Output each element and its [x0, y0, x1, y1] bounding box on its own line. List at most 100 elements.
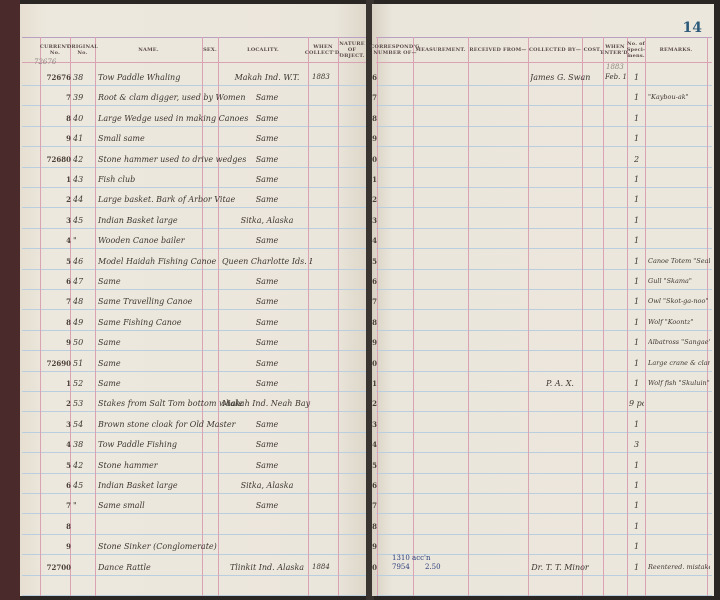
column-header-2: NAME. [138, 47, 159, 53]
ruled-line [22, 371, 366, 372]
locality: Same [255, 420, 279, 429]
ruled-line [22, 452, 366, 453]
ruled-line [376, 85, 712, 86]
column-header-5: WHEN COLLECT'D. [304, 44, 342, 56]
remarks: Albatross "Sangae" [648, 338, 710, 346]
ruled-line [22, 432, 366, 433]
specimen-count: 1 [633, 379, 640, 388]
row-digit: 1 [372, 379, 377, 388]
ruled-line [376, 554, 712, 555]
collected-by: P. A. X. [546, 379, 574, 388]
collected-by: James G. Swan [530, 73, 590, 82]
ruled-line [376, 248, 712, 249]
ruled-line [22, 248, 366, 249]
specimen-count: 1 [633, 216, 640, 225]
original-number: 52 [73, 379, 84, 388]
page-number: 14 [682, 20, 702, 36]
ruled-line [22, 473, 366, 474]
original-number: 53 [73, 399, 84, 408]
current-number: 1 [66, 379, 71, 388]
column-divider [308, 37, 309, 596]
specimen-name: Stone hammer used to drive wedges [98, 155, 247, 164]
column-header-9: RECEIVED FROM— [469, 47, 527, 53]
locality: Same [255, 155, 279, 164]
remarks: Reentered. mistake [648, 563, 710, 571]
column-header-4: LOCALITY. [247, 47, 279, 53]
row-digit: 2 [372, 399, 377, 408]
column-header-1: ORIGINAL No. [66, 44, 99, 56]
specimen-count: 1 [633, 338, 640, 347]
ruled-line [376, 513, 712, 514]
ruled-line [376, 228, 712, 229]
column-header-3: SEX. [203, 47, 217, 53]
ruled-line [22, 289, 366, 290]
column-divider [468, 37, 469, 596]
specimen-name: Model Haidah Fishing Canoe [98, 257, 217, 266]
row-digit: 6 [372, 277, 377, 286]
specimen-name: Same [98, 359, 121, 368]
original-number: 43 [73, 175, 84, 184]
column-divider [218, 37, 219, 596]
column-header-13: No. of Speci-mens. [626, 41, 646, 59]
locality: Same [255, 297, 279, 306]
ruled-line [22, 105, 366, 106]
locality: Same [255, 359, 279, 368]
row-digit: 0 [372, 155, 377, 164]
current-number: 9 [66, 542, 71, 551]
column-header-10: COLLECTED BY— [528, 47, 582, 53]
specimen-count: 1 [633, 277, 640, 286]
specimen-name: Stakes from Salt Tom bottom whale [98, 399, 244, 408]
book-spine [366, 0, 374, 600]
specimen-count: 1 [633, 461, 640, 470]
book-cover-edge [0, 0, 20, 600]
right-ledger-page [372, 4, 714, 596]
specimen-count: 1 [633, 114, 640, 123]
ruled-line [22, 269, 366, 270]
ruled-line [376, 493, 712, 494]
specimen-count: 1 [633, 359, 640, 368]
row-digit: 3 [372, 420, 377, 429]
row-digit: 8 [372, 114, 377, 123]
current-number: 7 [66, 297, 71, 306]
ruled-line [22, 228, 366, 229]
ruled-line [376, 105, 712, 106]
current-number: 5 [66, 461, 71, 470]
ruled-line [22, 146, 366, 147]
specimen-name: Stone Sinker (Conglomerate) [98, 542, 217, 551]
specimen-name: Tow Paddle Whaling [98, 73, 181, 82]
locality: Makah Ind. W.T. [234, 73, 300, 82]
specimen-name: Same Fishing Canoe [98, 318, 182, 327]
specimen-name: Large Wedge used in making Canoes [98, 114, 248, 123]
current-number: 6 [66, 277, 71, 286]
original-number: 39 [73, 93, 84, 102]
locality: Same [255, 93, 279, 102]
locality: Same [255, 114, 279, 123]
column-header-7: CORRESPOND'G NUMBER OF— [370, 44, 420, 56]
column-divider [40, 37, 41, 596]
specimen-name: Small same [98, 134, 145, 143]
ruled-line [376, 595, 712, 596]
ruled-line [22, 330, 366, 331]
column-header-11: COST. [583, 47, 602, 53]
current-number: 7 [66, 501, 71, 510]
original-number: 50 [73, 338, 84, 347]
specimen-count: 1 [633, 297, 640, 306]
column-header-0: CURRENT No. [39, 44, 71, 56]
ruled-line [376, 187, 712, 188]
specimen-name: Same [98, 379, 121, 388]
row-digit: 7 [372, 501, 377, 510]
locality: Same [255, 236, 279, 245]
row-digit: 8 [372, 522, 377, 531]
specimen-count: 1 [633, 134, 640, 143]
original-number: 38 [73, 73, 84, 82]
specimen-name: Same Travelling Canoe [98, 297, 193, 306]
specimen-count: 1 [633, 236, 640, 245]
ruled-line [376, 391, 712, 392]
specimen-name: Stone hammer [98, 461, 158, 470]
ruled-line [22, 411, 366, 412]
current-number: 9 [66, 338, 71, 347]
when-collected: 1884 [312, 563, 330, 571]
specimen-count: 1 [633, 257, 640, 266]
specimen-count: 3 [633, 440, 640, 449]
row-digit: 9 [372, 134, 377, 143]
